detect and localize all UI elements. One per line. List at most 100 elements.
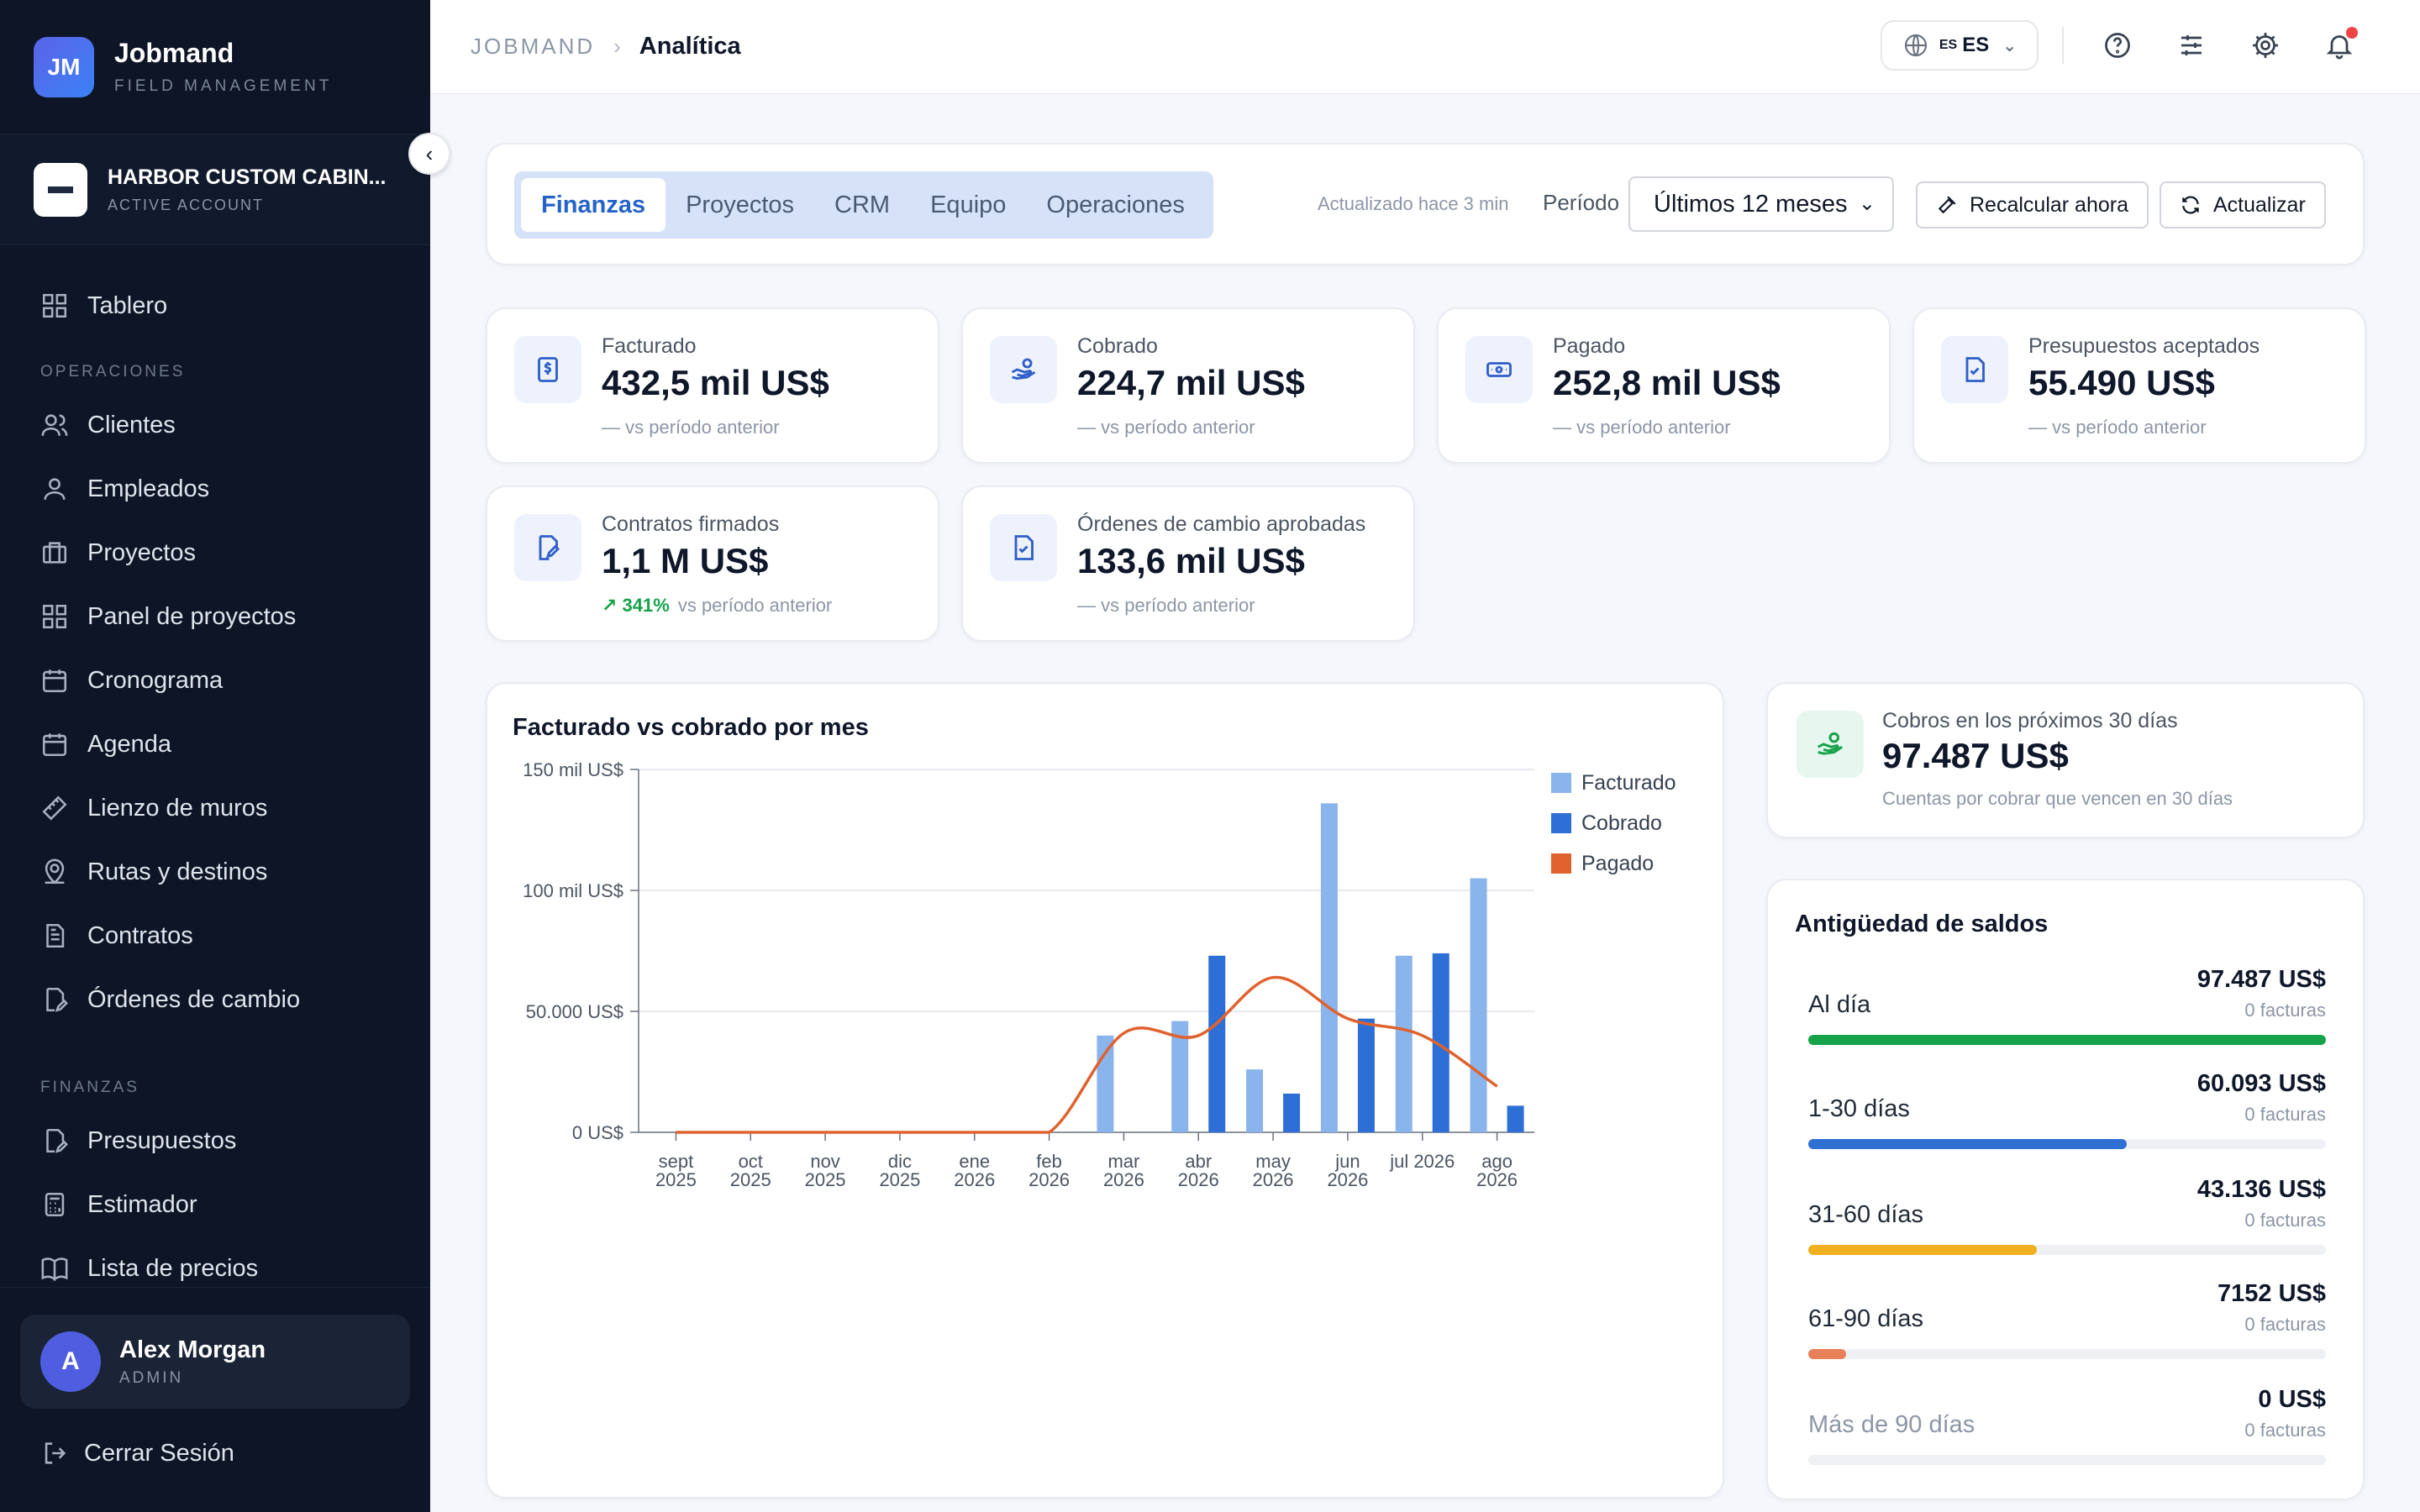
tab-equipo[interactable]: Equipo bbox=[930, 191, 1007, 218]
x-tick-label: ene bbox=[959, 1151, 990, 1172]
users-icon bbox=[41, 414, 68, 436]
grid-icon bbox=[42, 604, 67, 629]
aging-row[interactable]: Más de 90 días 0 US$ 0 facturas bbox=[1808, 1386, 2326, 1478]
user-menu[interactable]: A Alex Morgan ADMIN bbox=[20, 1315, 410, 1409]
sidebar-item-label: Panel de proyectos bbox=[87, 602, 297, 630]
kpi-card-cobrado[interactable]: Cobrado 224,7 mil US$ — vs período anter… bbox=[961, 307, 1415, 464]
kpi-trend-text: vs período anterior bbox=[2052, 417, 2207, 438]
tab-proyectos[interactable]: Proyectos bbox=[686, 191, 795, 218]
sidebar-item-panel-de-proyectos[interactable]: Panel de proyectos bbox=[0, 585, 430, 648]
sidebar-item-ordenes-de-cambio[interactable]: Órdenes de cambio bbox=[0, 968, 430, 1032]
kpi-trend-text: vs período anterior bbox=[677, 595, 833, 616]
sidebar-item-cronograma[interactable]: Cronograma bbox=[0, 648, 430, 712]
aging-row[interactable]: Al día 97.487 US$ 0 facturas bbox=[1808, 966, 2326, 1058]
sidebar-item-contratos[interactable]: Contratos bbox=[0, 904, 430, 968]
logout-label: Cerrar Sesión bbox=[84, 1439, 234, 1467]
period-value: Últimos 12 meses bbox=[1654, 190, 1848, 218]
sidebar-item-clientes[interactable]: Clientes bbox=[0, 393, 430, 457]
y-tick-label: 150 mil US$ bbox=[523, 759, 623, 780]
y-tick-label: 50.000 US$ bbox=[526, 1001, 623, 1022]
document-edit-icon bbox=[46, 987, 68, 1012]
brand[interactable]: JM Jobmand FIELD MANAGEMENT bbox=[0, 0, 430, 134]
x-tick-label: abr bbox=[1185, 1151, 1212, 1172]
aging-invoice-count: 0 facturas bbox=[2244, 1314, 2326, 1335]
kpi-trend-value: — bbox=[1077, 595, 1096, 616]
chevron-right-icon: › bbox=[613, 34, 621, 59]
recalculate-button[interactable]: Recalcular ahora bbox=[1916, 181, 2149, 228]
sidebar-section-title: OPERACIONES bbox=[40, 363, 186, 381]
kpi-trend: — vs período anterior bbox=[2028, 417, 2207, 438]
sidebar-item-label: Órdenes de cambio bbox=[87, 985, 301, 1013]
avatar: A bbox=[40, 1331, 101, 1392]
legend-swatch bbox=[1551, 773, 1571, 793]
upcoming-collections-card[interactable]: Cobros en los próximos 30 días 97.487 US… bbox=[1766, 682, 2365, 838]
kpi-card-presupuestos-aceptados[interactable]: Presupuestos aceptados 55.490 US$ — vs p… bbox=[1912, 307, 2366, 464]
sidebar-item-label: Clientes bbox=[87, 411, 176, 438]
aging-invoice-count: 0 facturas bbox=[2244, 1104, 2326, 1125]
aging-row[interactable]: 1-30 días 60.093 US$ 0 facturas bbox=[1808, 1070, 2326, 1163]
sidebar-item-rutas-y-destinos[interactable]: Rutas y destinos bbox=[0, 840, 430, 904]
x-tick-label: oct bbox=[739, 1151, 763, 1172]
sidebar-item-lienzo-de-muros[interactable]: Lienzo de muros bbox=[0, 776, 430, 840]
filters-button[interactable] bbox=[2154, 20, 2228, 71]
sidebar-item-agenda[interactable]: Agenda bbox=[0, 712, 430, 776]
x-tick-label: mar bbox=[1107, 1151, 1139, 1172]
cobros-value: 97.487 US$ bbox=[1882, 736, 2069, 775]
period-select[interactable]: Últimos 12 meses ⌄ bbox=[1628, 176, 1894, 232]
brand-name: Jobmand bbox=[114, 38, 234, 68]
account-switcher[interactable]: HARBOR CUSTOM CABIN... ACTIVE ACCOUNT bbox=[0, 134, 430, 245]
recalculate-label: Recalcular ahora bbox=[1970, 192, 2128, 217]
globe-icon bbox=[1904, 34, 1927, 57]
x-tick-label: 2025 bbox=[879, 1169, 920, 1190]
chevron-left-icon: ‹ bbox=[425, 140, 434, 166]
kpi-value: 252,8 mil US$ bbox=[1553, 363, 1781, 402]
x-tick-label: may bbox=[1255, 1151, 1291, 1172]
sidebar-item-estimador[interactable]: Estimador bbox=[0, 1173, 430, 1236]
tab-finanzas[interactable]: Finanzas bbox=[521, 178, 666, 232]
x-tick-label: 2025 bbox=[805, 1169, 846, 1190]
language-selector[interactable]: ES ES ⌄ bbox=[1880, 20, 2039, 71]
file-check-icon bbox=[1965, 357, 1985, 382]
help-button[interactable] bbox=[2081, 20, 2154, 71]
aging-bucket-name: 61-90 días bbox=[1808, 1305, 1924, 1332]
calculator-icon bbox=[45, 1192, 65, 1217]
collapse-sidebar-button[interactable]: ‹ bbox=[408, 133, 450, 175]
aging-progress-track bbox=[1808, 1245, 2326, 1255]
kpi-label: Contratos firmados bbox=[602, 512, 780, 536]
briefcase-icon bbox=[42, 542, 67, 564]
kpi-card-facturado[interactable]: Facturado 432,5 mil US$ — vs período ant… bbox=[486, 307, 939, 464]
tab-operaciones[interactable]: Operaciones bbox=[1046, 191, 1185, 218]
hammer-icon bbox=[1938, 196, 1956, 214]
settings-button[interactable] bbox=[2228, 20, 2302, 71]
sidebar-item-tablero[interactable]: Tablero bbox=[0, 274, 430, 338]
aging-row[interactable]: 61-90 días 7152 US$ 0 facturas bbox=[1808, 1280, 2326, 1373]
sidebar-item-empleados[interactable]: Empleados bbox=[0, 457, 430, 521]
kpi-card-pagado[interactable]: Pagado 252,8 mil US$ — vs período anteri… bbox=[1437, 307, 1891, 464]
notifications-button[interactable] bbox=[2302, 20, 2376, 71]
kpi-card-contratos-firmados[interactable]: Contratos firmados 1,1 M US$ ↗ 341% vs pe… bbox=[486, 486, 939, 642]
kpi-icon-wrap bbox=[1465, 336, 1533, 403]
refresh-button[interactable]: Actualizar bbox=[2160, 181, 2326, 228]
account-logo bbox=[34, 162, 87, 217]
language-label: ES bbox=[1962, 34, 1990, 56]
sidebar-item-presupuestos[interactable]: Presupuestos bbox=[0, 1109, 430, 1173]
aging-row[interactable]: 31-60 días 43.136 US$ 0 facturas bbox=[1808, 1176, 2326, 1268]
x-tick-label: 2026 bbox=[1028, 1169, 1070, 1190]
kpi-trend-value: — bbox=[1077, 417, 1096, 438]
sidebar-item-proyectos[interactable]: Proyectos bbox=[0, 521, 430, 585]
sidebar-item-label: Lienzo de muros bbox=[87, 794, 268, 822]
account-status: ACTIVE ACCOUNT bbox=[108, 196, 265, 213]
x-tick-label: 2026 bbox=[1476, 1169, 1518, 1190]
logout-button[interactable]: Cerrar Sesión bbox=[0, 1409, 430, 1467]
x-tick-label: jun bbox=[1334, 1151, 1360, 1172]
kpi-trend: — vs período anterior bbox=[602, 417, 780, 438]
kpi-card-ordenes-de-cambio[interactable]: Órdenes de cambio aprobadas 133,6 mil US… bbox=[961, 486, 1415, 642]
tab-crm[interactable]: CRM bbox=[834, 191, 891, 218]
sidebar-item-lista-de-precios[interactable]: Lista de precios bbox=[0, 1236, 430, 1300]
kpi-trend-text: vs período anterior bbox=[1101, 595, 1255, 616]
kpi-trend: — vs período anterior bbox=[1553, 417, 1731, 438]
bar-facturado bbox=[1395, 955, 1413, 1132]
breadcrumb: JOBMAND › Analítica bbox=[471, 33, 741, 60]
breadcrumb-root[interactable]: JOBMAND bbox=[471, 34, 596, 59]
kpi-label: Pagado bbox=[1553, 334, 1626, 358]
